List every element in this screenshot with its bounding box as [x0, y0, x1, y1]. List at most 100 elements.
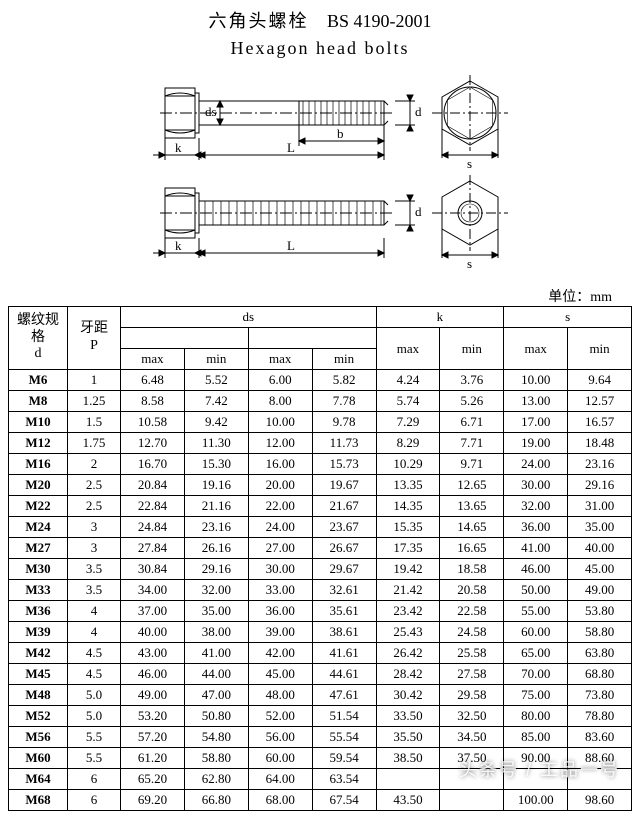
cell-kn: 14.65	[440, 517, 504, 538]
cell-ds1n: 23.16	[184, 517, 248, 538]
cell-ds1n: 58.80	[184, 748, 248, 769]
cell-ds1x: 61.20	[121, 748, 185, 769]
cell-ds1n: 38.00	[184, 622, 248, 643]
cell-ds2n: 19.67	[312, 475, 376, 496]
cell-d: M56	[9, 727, 68, 748]
cell-sx: 75.00	[504, 685, 568, 706]
cell-kx: 30.42	[376, 685, 440, 706]
cell-sx: 24.00	[504, 454, 568, 475]
cell-p: 1	[68, 370, 121, 391]
cell-ds2x: 45.00	[248, 664, 312, 685]
cell-ds2x: 6.00	[248, 370, 312, 391]
cell-ds1x: 16.70	[121, 454, 185, 475]
table-row: M68669.2066.8068.0067.5443.50100.0098.60	[9, 790, 632, 811]
cell-ds1x: 57.20	[121, 727, 185, 748]
cell-ds2x: 33.00	[248, 580, 312, 601]
svg-text:d: d	[415, 104, 422, 119]
cell-ds1x: 65.20	[121, 769, 185, 790]
cell-ds1n: 62.80	[184, 769, 248, 790]
cell-sn: 73.80	[568, 685, 632, 706]
cell-ds1n: 47.00	[184, 685, 248, 706]
cell-p: 4.5	[68, 643, 121, 664]
cell-ds2n: 5.82	[312, 370, 376, 391]
cell-d: M45	[9, 664, 68, 685]
cell-kx: 7.29	[376, 412, 440, 433]
cell-p: 5.5	[68, 748, 121, 769]
cell-kx: 38.50	[376, 748, 440, 769]
cell-sn: 45.00	[568, 559, 632, 580]
cell-sn: 49.00	[568, 580, 632, 601]
cell-sn: 18.48	[568, 433, 632, 454]
cell-ds1x: 34.00	[121, 580, 185, 601]
cell-kx: 10.29	[376, 454, 440, 475]
cell-p: 1.25	[68, 391, 121, 412]
cell-ds2x: 60.00	[248, 748, 312, 769]
cell-d: M36	[9, 601, 68, 622]
cell-sx: 60.00	[504, 622, 568, 643]
cell-ds1x: 12.70	[121, 433, 185, 454]
s-min: min	[568, 328, 632, 370]
cell-d: M33	[9, 580, 68, 601]
cell-ds1x: 30.84	[121, 559, 185, 580]
cell-sx: 32.00	[504, 496, 568, 517]
cell-ds2n: 38.61	[312, 622, 376, 643]
cell-ds2n: 63.54	[312, 769, 376, 790]
cell-kn: 7.71	[440, 433, 504, 454]
cell-ds2x: 24.00	[248, 517, 312, 538]
cell-kx: 35.50	[376, 727, 440, 748]
cell-kx: 8.29	[376, 433, 440, 454]
cell-p: 2	[68, 454, 121, 475]
cell-ds2x: 36.00	[248, 601, 312, 622]
cell-ds1x: 22.84	[121, 496, 185, 517]
cell-sx: 80.00	[504, 706, 568, 727]
cell-d: M22	[9, 496, 68, 517]
cell-d: M8	[9, 391, 68, 412]
cell-kx: 13.35	[376, 475, 440, 496]
cell-sn: 98.60	[568, 790, 632, 811]
cell-ds2x: 27.00	[248, 538, 312, 559]
cell-p: 6	[68, 769, 121, 790]
cell-ds1x: 20.84	[121, 475, 185, 496]
col-p: 牙距P	[68, 307, 121, 370]
cell-ds1n: 15.30	[184, 454, 248, 475]
cell-d: M20	[9, 475, 68, 496]
cell-kx: 43.50	[376, 790, 440, 811]
cell-ds1x: 10.58	[121, 412, 185, 433]
table-row: M616.485.526.005.824.243.7610.009.64	[9, 370, 632, 391]
table-row: M16216.7015.3016.0015.7310.299.7124.0023…	[9, 454, 632, 475]
cell-d: M27	[9, 538, 68, 559]
svg-text:s: s	[467, 256, 472, 271]
cell-kn: 22.58	[440, 601, 504, 622]
cell-sn: 29.16	[568, 475, 632, 496]
cell-kx: 5.74	[376, 391, 440, 412]
cell-p: 3.5	[68, 580, 121, 601]
cell-kn: 3.76	[440, 370, 504, 391]
cell-ds2n: 67.54	[312, 790, 376, 811]
table-row: M27327.8426.1627.0026.6717.3516.6541.004…	[9, 538, 632, 559]
cell-sx: 85.00	[504, 727, 568, 748]
cell-ds1n: 32.00	[184, 580, 248, 601]
cell-kx: 33.50	[376, 706, 440, 727]
cell-ds1n: 11.30	[184, 433, 248, 454]
cell-d: M10	[9, 412, 68, 433]
cell-sn: 68.80	[568, 664, 632, 685]
cell-p: 3.5	[68, 559, 121, 580]
ds1-min: min	[184, 349, 248, 370]
cell-kx: 4.24	[376, 370, 440, 391]
cell-d: M39	[9, 622, 68, 643]
table-row: M39440.0038.0039.0038.6125.4324.5860.005…	[9, 622, 632, 643]
cell-kn: 5.26	[440, 391, 504, 412]
k-max: max	[376, 328, 440, 370]
standard-code: BS 4190-2001	[327, 11, 432, 31]
cell-kx: 26.42	[376, 643, 440, 664]
svg-text:k: k	[175, 140, 182, 155]
cell-ds2n: 47.61	[312, 685, 376, 706]
table-row: M222.522.8421.1622.0021.6714.3513.6532.0…	[9, 496, 632, 517]
title-cn: 六角头螺栓	[208, 11, 308, 31]
cell-kx: 21.42	[376, 580, 440, 601]
cell-ds2n: 26.67	[312, 538, 376, 559]
cell-sn: 58.80	[568, 622, 632, 643]
col-k: k	[376, 307, 504, 328]
cell-ds2n: 44.61	[312, 664, 376, 685]
cell-ds1n: 35.00	[184, 601, 248, 622]
